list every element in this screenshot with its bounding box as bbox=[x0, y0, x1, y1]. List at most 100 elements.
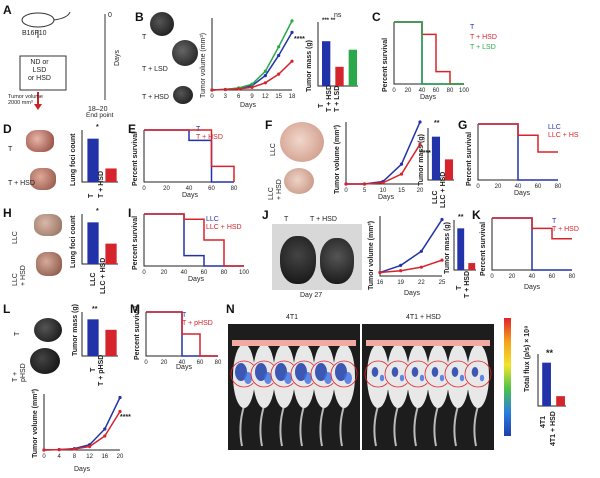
x-tick-label: 4 bbox=[58, 454, 62, 460]
day-label: Day 27 bbox=[300, 292, 323, 299]
data-point bbox=[362, 182, 367, 186]
axis-label: Days bbox=[420, 94, 436, 101]
x-tick-label: 100 bbox=[459, 88, 470, 94]
x-tick-label: 60 bbox=[535, 184, 542, 190]
chart-b-tumor-volume: 0 3 6 9 12 15 18 bbox=[210, 18, 296, 100]
bioluminescence-signal bbox=[275, 363, 287, 381]
x-tick-label: 80 bbox=[215, 360, 222, 366]
data-point bbox=[290, 30, 294, 34]
mouse-tail bbox=[339, 405, 345, 447]
tumor-photo-f-llc bbox=[280, 122, 324, 162]
x-tick-label: 0 bbox=[144, 360, 148, 366]
mouse-tape bbox=[366, 340, 390, 346]
data-point bbox=[42, 448, 46, 452]
data-point bbox=[419, 265, 423, 269]
sig-mark: ** bbox=[92, 306, 98, 313]
sig-mark: ns bbox=[334, 12, 342, 19]
bioluminescence-signal bbox=[471, 367, 479, 377]
bioluminescence-signal bbox=[244, 372, 252, 384]
mouse-tail bbox=[393, 405, 399, 447]
mouse-tape bbox=[332, 340, 356, 346]
bar bbox=[105, 329, 117, 356]
data-point bbox=[57, 448, 61, 452]
axis-lines bbox=[143, 130, 234, 183]
axis-label: Days bbox=[378, 194, 394, 201]
x-tick-label: 15 bbox=[398, 188, 405, 194]
panel-letter-n: N bbox=[226, 302, 235, 316]
photo-label: T bbox=[8, 146, 13, 153]
x-tick-label: 5 bbox=[363, 188, 367, 194]
x-tick-label: 0 bbox=[490, 274, 494, 280]
data-point bbox=[344, 182, 348, 186]
data-point bbox=[118, 395, 122, 400]
series-line bbox=[144, 213, 244, 267]
bar bbox=[468, 263, 476, 270]
mouse-body bbox=[367, 344, 389, 408]
bioluminescence-signal bbox=[371, 367, 379, 377]
x-tick-label: 20 bbox=[405, 88, 412, 94]
legend-item: LLC bbox=[548, 124, 561, 131]
sig-mark: ** bbox=[434, 120, 440, 127]
legend-item: T bbox=[196, 126, 201, 133]
panel-letter-l: L bbox=[3, 302, 11, 316]
tumor-photo-l-phsd bbox=[30, 348, 60, 374]
sig-mark: **** bbox=[294, 36, 305, 43]
series-line bbox=[144, 129, 235, 182]
bioluminescence-signal bbox=[439, 374, 445, 382]
chart-k-survival: 0 20 40 60 80 bbox=[490, 217, 576, 280]
data-point bbox=[277, 45, 281, 49]
x-tick-label: 0 bbox=[476, 184, 480, 190]
series-line bbox=[43, 411, 121, 451]
panel-letter-a: A bbox=[3, 3, 12, 17]
x-tick-label: 12 bbox=[86, 454, 93, 460]
x-tick-label: 100 bbox=[239, 270, 250, 276]
x-tick-label: 10 bbox=[380, 188, 387, 194]
roi-circle bbox=[330, 360, 358, 388]
data-point bbox=[418, 120, 422, 124]
mouse-tail bbox=[373, 405, 379, 447]
x-tick-label: 60 bbox=[549, 274, 556, 280]
mouse-tail bbox=[239, 405, 245, 447]
legend-item: LLC + HS bbox=[548, 132, 579, 139]
x-tick-label: 0 bbox=[344, 188, 348, 194]
chart-b-tumor-mass bbox=[317, 22, 358, 87]
legend-item: T + pHSD bbox=[182, 320, 213, 327]
chart-l-tumor-mass bbox=[81, 312, 118, 357]
bar bbox=[444, 159, 454, 180]
x-tick-label: 16 bbox=[101, 454, 108, 460]
mouse-tail bbox=[259, 405, 265, 447]
x-tick-label: 8 bbox=[73, 454, 77, 460]
data-point bbox=[88, 444, 92, 449]
panel-letter-k: K bbox=[472, 208, 481, 222]
x-tick-label: 80 bbox=[221, 270, 228, 276]
bioluminescence-signal bbox=[284, 372, 292, 384]
x-tick-label: 20 bbox=[161, 270, 168, 276]
sig-mark: **** bbox=[420, 150, 431, 157]
x-tick-label: 80 bbox=[447, 88, 454, 94]
mouse-tail bbox=[453, 405, 459, 447]
bioluminescence-signal bbox=[315, 363, 327, 381]
mouse-tape bbox=[252, 340, 276, 346]
mouse-tail bbox=[433, 405, 439, 447]
series-line bbox=[379, 219, 443, 274]
x-tick-label: 40 bbox=[179, 360, 186, 366]
tumor-photo-l-t bbox=[34, 318, 62, 342]
cell-line-label: B16F10 bbox=[22, 30, 47, 37]
x-tick-label: 15 bbox=[275, 94, 282, 100]
bar bbox=[542, 362, 551, 406]
photo-label: T bbox=[142, 34, 147, 41]
lung-photo-hsd bbox=[30, 168, 56, 190]
mouse-tape bbox=[272, 340, 296, 346]
x-tick-label: 0 bbox=[142, 270, 146, 276]
panel-letter-b: B bbox=[135, 10, 144, 24]
axis-label: Days bbox=[524, 284, 540, 291]
bioluminescence-signal bbox=[399, 374, 405, 382]
chart-f-tumor-mass bbox=[427, 128, 454, 181]
chart-l-tumor-volume: 0 4 8 12 16 20 bbox=[42, 394, 124, 460]
legend-item: T + LSD bbox=[470, 44, 496, 51]
bioluminescence-signal bbox=[255, 363, 267, 381]
mouse-tape bbox=[292, 340, 316, 346]
sig-mark: *** ** bbox=[322, 18, 336, 24]
sig-mark: * bbox=[96, 124, 99, 131]
x-tick-label: 60 bbox=[201, 270, 208, 276]
